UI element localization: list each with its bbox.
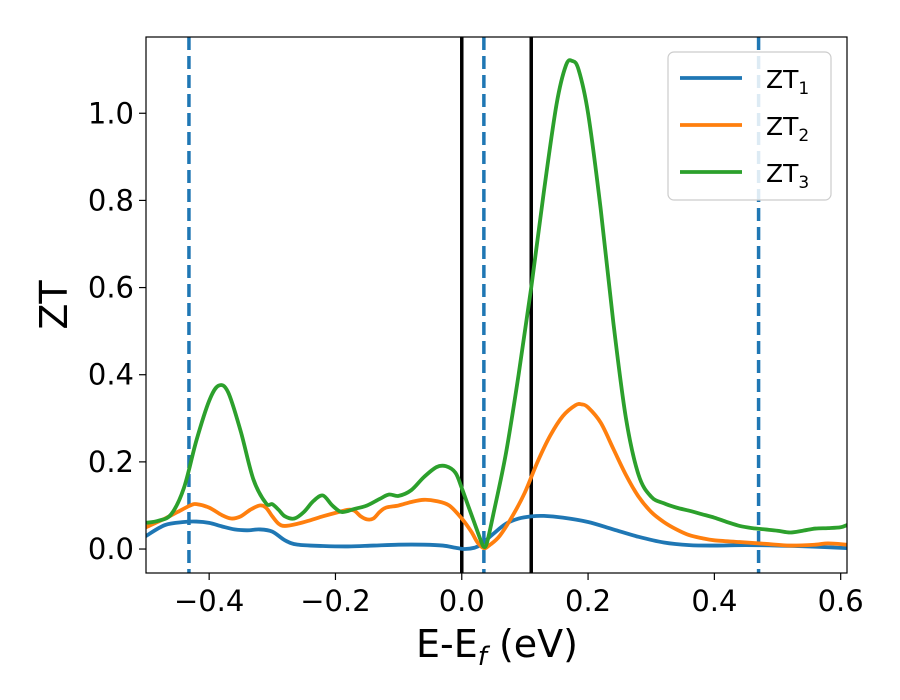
- y-tick-label: 0.0: [88, 532, 134, 566]
- legend: ZT1 ZT2 ZT3: [667, 51, 832, 201]
- y-axis-ticks: 0.0 0.2 0.4 0.6 0.8 1.0: [88, 96, 146, 566]
- x-axis-ticks: −0.4 −0.2 0.0 0.2 0.4 0.6: [174, 573, 864, 618]
- x-axis-label: E-Ef (eV): [416, 622, 578, 672]
- legend-label-zt3: ZT3: [766, 159, 809, 193]
- x-axis-label-unit: (eV): [487, 622, 578, 666]
- series-line-zt2: [146, 402, 847, 551]
- x-tick-label: 0.4: [691, 584, 737, 618]
- legend-label-zt2: ZT2: [766, 112, 809, 146]
- y-axis-label: ZT: [32, 280, 76, 330]
- y-tick-label: 0.2: [88, 445, 134, 479]
- series-lines: [146, 58, 847, 551]
- y-tick-label: 0.6: [88, 271, 134, 305]
- series-line-zt3: [146, 58, 847, 549]
- legend-box: [667, 51, 832, 201]
- plot-frame: [145, 36, 848, 574]
- y-tick-label: 1.0: [88, 96, 134, 130]
- x-tick-label: 0.2: [565, 584, 611, 618]
- y-tick-label: 0.8: [88, 183, 134, 217]
- legend-label-zt1: ZT1: [766, 65, 809, 99]
- vertical-reference-lines: [187, 37, 761, 573]
- x-tick-label: −0.2: [300, 584, 370, 618]
- y-tick-label: 0.4: [88, 358, 134, 392]
- x-tick-label: 0.6: [818, 584, 864, 618]
- x-tick-label: 0.0: [439, 584, 485, 618]
- x-tick-label: −0.4: [174, 584, 244, 618]
- series-line-zt1: [146, 513, 847, 551]
